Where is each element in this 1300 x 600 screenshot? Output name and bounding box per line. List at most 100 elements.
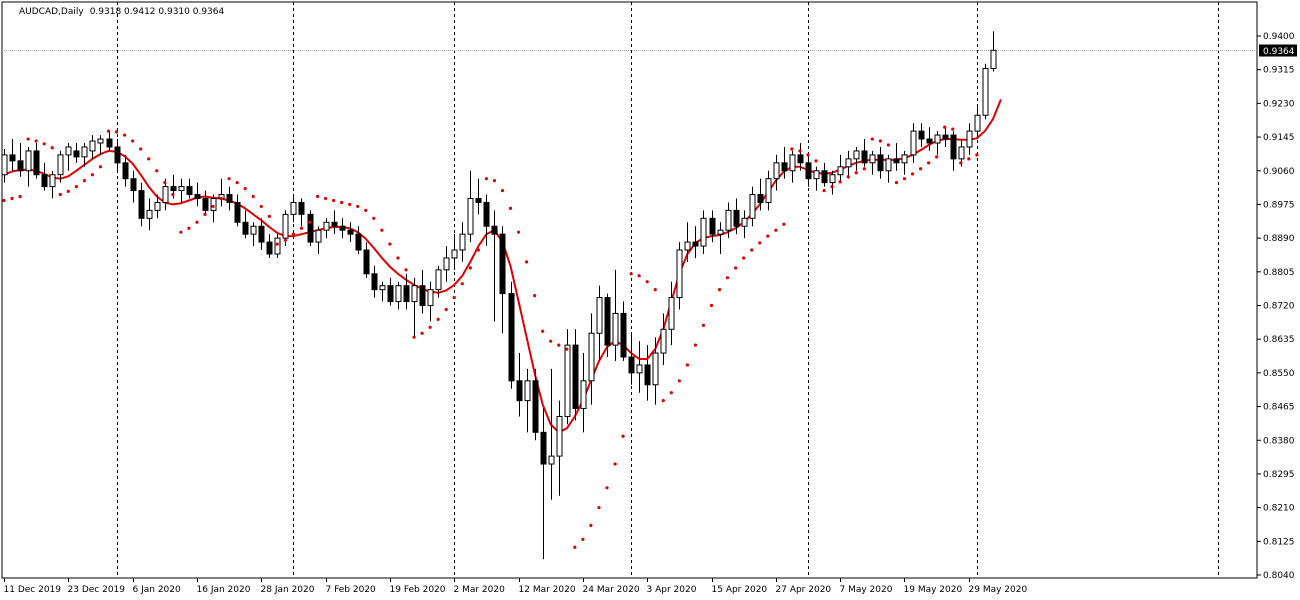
candle bbox=[451, 234, 458, 270]
candle bbox=[877, 146, 884, 179]
candle bbox=[226, 186, 233, 211]
candle bbox=[194, 182, 201, 207]
candle-body-bear bbox=[628, 356, 635, 374]
sar-dot bbox=[428, 325, 432, 329]
candle-body-bull bbox=[323, 221, 330, 231]
candle bbox=[459, 222, 466, 262]
candle bbox=[652, 337, 659, 405]
candle-body-bull bbox=[443, 257, 450, 271]
price-tag-label: 0.9364 bbox=[1263, 47, 1295, 57]
sar-dot bbox=[235, 181, 239, 185]
candle-body-bear bbox=[861, 150, 868, 164]
candle-body-bull bbox=[81, 146, 88, 158]
y-tick-label: 0.8295 bbox=[1263, 470, 1295, 480]
candle bbox=[901, 150, 908, 175]
sar-dot bbox=[2, 198, 6, 203]
x-tick-label: 23 Dec 2019 bbox=[68, 585, 126, 595]
candle bbox=[387, 277, 394, 306]
sar-dot bbox=[790, 147, 794, 151]
candle bbox=[885, 154, 892, 183]
sar-dot bbox=[717, 288, 722, 292]
candle-body-bull bbox=[89, 140, 96, 152]
sar-dot bbox=[324, 196, 328, 201]
sar-dot bbox=[918, 167, 923, 171]
candle bbox=[65, 143, 72, 171]
sar-dot bbox=[444, 307, 448, 312]
x-tick-label: 24 Mar 2020 bbox=[583, 585, 640, 595]
sar-dot bbox=[677, 379, 681, 383]
candle-body-bull bbox=[162, 186, 169, 203]
candle-body-bear bbox=[821, 170, 828, 184]
candle bbox=[443, 246, 450, 282]
sar-dot bbox=[541, 329, 545, 333]
sar-dot bbox=[484, 177, 488, 181]
sar-dot bbox=[476, 248, 480, 252]
sar-dot bbox=[74, 185, 78, 189]
candle bbox=[81, 143, 88, 167]
candle bbox=[588, 313, 595, 405]
candle bbox=[749, 186, 756, 227]
candle bbox=[89, 135, 96, 159]
candle-body-bear bbox=[781, 162, 788, 172]
candle-body-bull bbox=[958, 146, 965, 160]
sar-dot bbox=[500, 188, 505, 193]
x-tick-label: 7 May 2020 bbox=[840, 585, 893, 595]
sar-dot bbox=[645, 280, 649, 284]
candle bbox=[25, 146, 32, 187]
symbol-title: AUDCAD,Daily 0.9318 0.9412 0.9310 0.9364 bbox=[19, 7, 225, 17]
sar-dot bbox=[581, 537, 585, 541]
x-tick-label: 16 Jan 2020 bbox=[197, 585, 251, 595]
x-tick-label: 7 Feb 2020 bbox=[326, 585, 377, 595]
candle bbox=[918, 123, 925, 147]
candle-body-bear bbox=[347, 229, 354, 235]
sar-dot bbox=[870, 137, 874, 141]
sar-dot bbox=[613, 462, 617, 466]
candle-body-bear bbox=[106, 138, 113, 148]
candle-body-bull bbox=[451, 249, 458, 259]
candle bbox=[805, 154, 812, 187]
candle-body-bear bbox=[298, 201, 305, 215]
candle bbox=[942, 127, 949, 147]
candle-body-bear bbox=[572, 344, 579, 410]
candle-body-bear bbox=[355, 233, 362, 251]
sar-dot bbox=[878, 139, 882, 143]
candle bbox=[210, 194, 217, 223]
candle-body-bull bbox=[588, 332, 595, 382]
sar-dot bbox=[774, 228, 778, 232]
sar-dot bbox=[709, 303, 714, 308]
candle bbox=[692, 226, 699, 258]
x-tick-label: 6 Jan 2020 bbox=[133, 585, 181, 595]
candles-layer bbox=[1, 31, 997, 560]
candle bbox=[186, 178, 193, 199]
y-tick-label: 0.8635 bbox=[1263, 335, 1295, 345]
sar-dot bbox=[420, 331, 424, 335]
sar-dot bbox=[862, 167, 866, 171]
candle-body-bull bbox=[749, 194, 756, 219]
sar-dot bbox=[565, 347, 569, 351]
candle bbox=[347, 222, 354, 243]
candle-body-bull bbox=[427, 289, 434, 307]
candle bbox=[234, 194, 241, 227]
candle bbox=[837, 154, 844, 183]
sar-dot bbox=[701, 323, 706, 327]
sar-dot bbox=[18, 194, 22, 199]
y-tick-label: 0.9145 bbox=[1263, 133, 1295, 143]
candle bbox=[757, 178, 764, 211]
candle-body-bull bbox=[435, 269, 442, 291]
candle-body-bear bbox=[266, 241, 273, 255]
sar-dot bbox=[66, 189, 70, 193]
candle-body-bear bbox=[620, 312, 627, 358]
sar-dot bbox=[203, 212, 207, 216]
sar-dot bbox=[50, 146, 54, 150]
sar-dot bbox=[26, 137, 30, 141]
candle-body-bear bbox=[41, 174, 48, 188]
candle-body-bull bbox=[668, 297, 675, 330]
candle bbox=[290, 194, 297, 223]
candle bbox=[853, 146, 860, 171]
sar-dot bbox=[171, 192, 175, 197]
price-tag-background bbox=[1259, 44, 1297, 57]
candle bbox=[250, 222, 257, 247]
sar-dot bbox=[211, 204, 215, 209]
sar-dot bbox=[364, 208, 368, 212]
